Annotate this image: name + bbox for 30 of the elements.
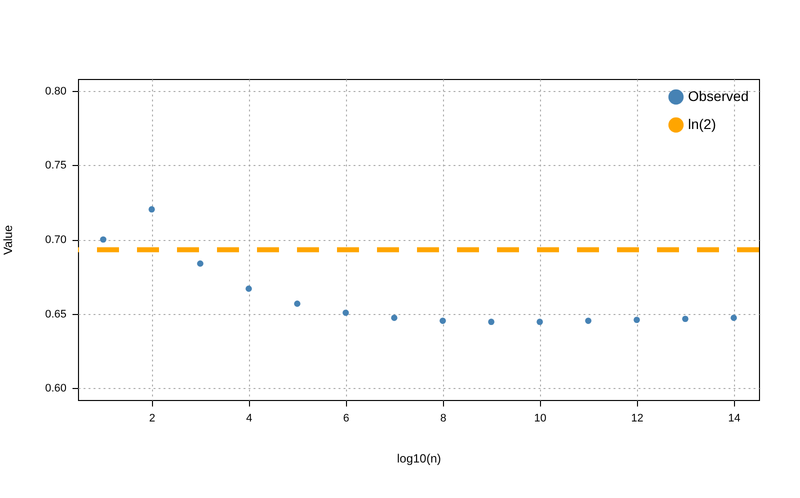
- legend-label: ln(2): [688, 116, 716, 132]
- point: [342, 310, 349, 316]
- point: [634, 316, 640, 324]
- x-tick-label: 8: [440, 412, 446, 424]
- y-tick-label: 0.65: [45, 308, 66, 320]
- x-tick-label: 10: [534, 412, 546, 424]
- point: [440, 318, 446, 324]
- point: [100, 236, 106, 243]
- point: [488, 318, 494, 325]
- y-tick-label: 0.60: [45, 382, 66, 395]
- point: [682, 316, 688, 322]
- x-tick-label: 2: [149, 412, 156, 424]
- x-axis-title: log10(n): [396, 452, 442, 466]
- y-tick-label: 0.70: [45, 234, 66, 246]
- point: [246, 286, 252, 292]
- x-tick-label: 12: [631, 412, 644, 424]
- x-tick-label: 14: [728, 412, 740, 424]
- point: [730, 314, 737, 321]
- x-tick-label: 6: [343, 412, 350, 424]
- point: [391, 314, 398, 321]
- point: [585, 318, 592, 324]
- x-tick-label: 4: [246, 412, 252, 424]
- legend-label: Observed: [688, 88, 749, 104]
- point: [536, 318, 543, 325]
- point: [294, 300, 300, 307]
- point: [197, 260, 204, 267]
- y-tick-label: 0.75: [45, 160, 66, 172]
- point: [148, 206, 155, 212]
- y-axis-title: Value: [1, 224, 16, 255]
- y-tick-label: 0.80: [45, 85, 66, 98]
